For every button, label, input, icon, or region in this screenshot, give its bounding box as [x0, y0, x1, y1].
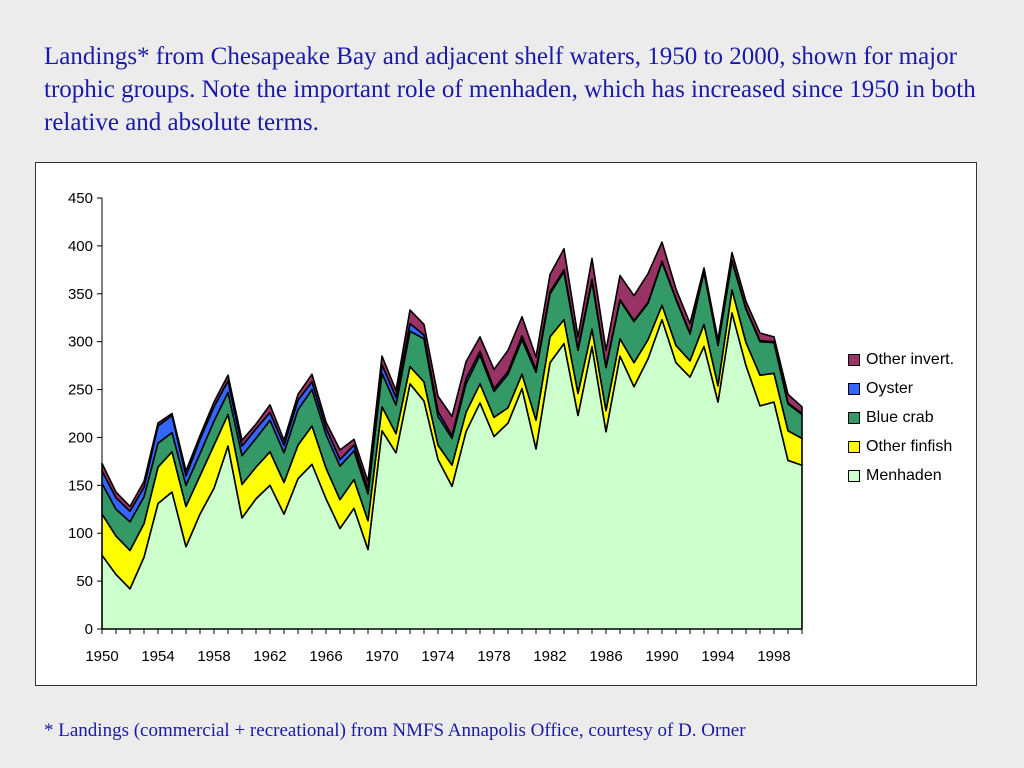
chart-legend: Other invert. Oyster Blue crab Other finfis…	[848, 345, 973, 490]
x-tick-label: 1998	[757, 648, 790, 665]
legend-item: Menhaden	[848, 461, 973, 490]
legend-label: Oyster	[866, 379, 914, 397]
y-tick-label: 200	[68, 429, 93, 446]
x-tick-label: 1986	[589, 648, 622, 665]
y-tick-label: 50	[76, 573, 93, 590]
x-tick-label: 1970	[365, 648, 398, 665]
legend-label: Blue crab	[866, 408, 934, 426]
y-tick-label: 100	[68, 525, 93, 542]
y-tick-label: 350	[68, 286, 93, 303]
area-other-invert	[101, 241, 803, 512]
x-tick-label: 1982	[533, 648, 566, 665]
slide-title: Landings* from Chesapeake Bay and adjace…	[44, 43, 976, 136]
stacked-area-chart: 0 50 100 150 200 250 300 350 400 450 1950 1954 1958…	[68, 190, 803, 665]
x-tick-label: 1990	[645, 648, 678, 665]
legend-item: Other finfish	[848, 432, 973, 461]
y-tick-label: 400	[68, 238, 93, 255]
legend-swatch	[848, 411, 860, 424]
x-tick-labels: 1950 1954 1958 1962 1966 1970 1974 1978 1982 1986…	[85, 629, 803, 665]
y-tick-label: 250	[68, 382, 93, 399]
legend-swatch	[848, 440, 860, 453]
legend-swatch	[848, 353, 860, 366]
x-tick-label: 1966	[309, 648, 342, 665]
legend-label: Other finfish	[866, 437, 953, 455]
footnote: * Landings (commercial + recreational) f…	[44, 720, 746, 741]
legend-label: Other invert.	[866, 350, 955, 368]
y-tick-label: 300	[68, 334, 93, 351]
legend-swatch	[848, 382, 860, 395]
x-tick-label: 1978	[477, 648, 510, 665]
y-tick-label: 450	[68, 190, 93, 207]
legend-item: Other invert.	[848, 345, 973, 374]
x-tick-label: 1958	[197, 648, 230, 665]
y-tick-label: 150	[68, 477, 93, 494]
legend-label: Menhaden	[866, 466, 942, 484]
x-tick-label: 1962	[253, 648, 286, 665]
x-tick-label: 1954	[141, 648, 174, 665]
x-tick-label: 1950	[85, 648, 118, 665]
plot-areas	[101, 241, 803, 630]
x-tick-label: 1974	[421, 648, 454, 665]
legend-item: Oyster	[848, 374, 973, 403]
y-tick-labels: 0 50 100 150 200 250 300 350 400 450	[68, 190, 102, 638]
legend-item: Blue crab	[848, 403, 973, 432]
legend-swatch	[848, 469, 860, 482]
x-tick-label: 1994	[701, 648, 734, 665]
y-tick-label: 0	[85, 621, 93, 638]
chart-frame: 0 50 100 150 200 250 300 350 400 450 1950 1954 1958…	[35, 162, 977, 686]
